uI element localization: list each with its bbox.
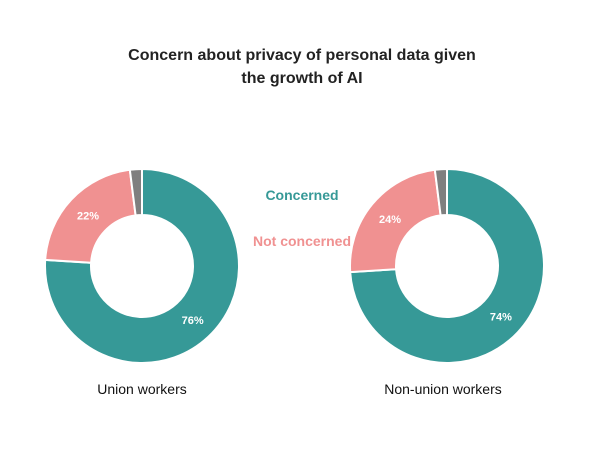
chart-title-line-2: the growth of AI bbox=[241, 70, 363, 87]
slice-other bbox=[128, 167, 143, 217]
group-label-non-union-workers: Non-union workers bbox=[384, 381, 502, 397]
slice-not-concerned bbox=[44, 168, 137, 264]
slice-other bbox=[433, 167, 448, 217]
legend-not-concerned: Not concerned bbox=[252, 233, 351, 249]
legend-concerned: Concerned bbox=[265, 187, 339, 203]
chart-title-line-1: Concern about privacy of personal data g… bbox=[128, 47, 476, 64]
data-label-concerned: 74% bbox=[490, 312, 512, 324]
slice-concerned bbox=[44, 167, 240, 364]
slice-concerned bbox=[349, 167, 545, 364]
data-label-concerned: 76% bbox=[182, 315, 204, 327]
slice-not-concerned bbox=[349, 168, 442, 274]
group-label-union-workers: Union workers bbox=[97, 381, 187, 397]
data-label-not-concerned: 24% bbox=[379, 214, 401, 226]
data-label-not-concerned: 22% bbox=[77, 210, 99, 222]
